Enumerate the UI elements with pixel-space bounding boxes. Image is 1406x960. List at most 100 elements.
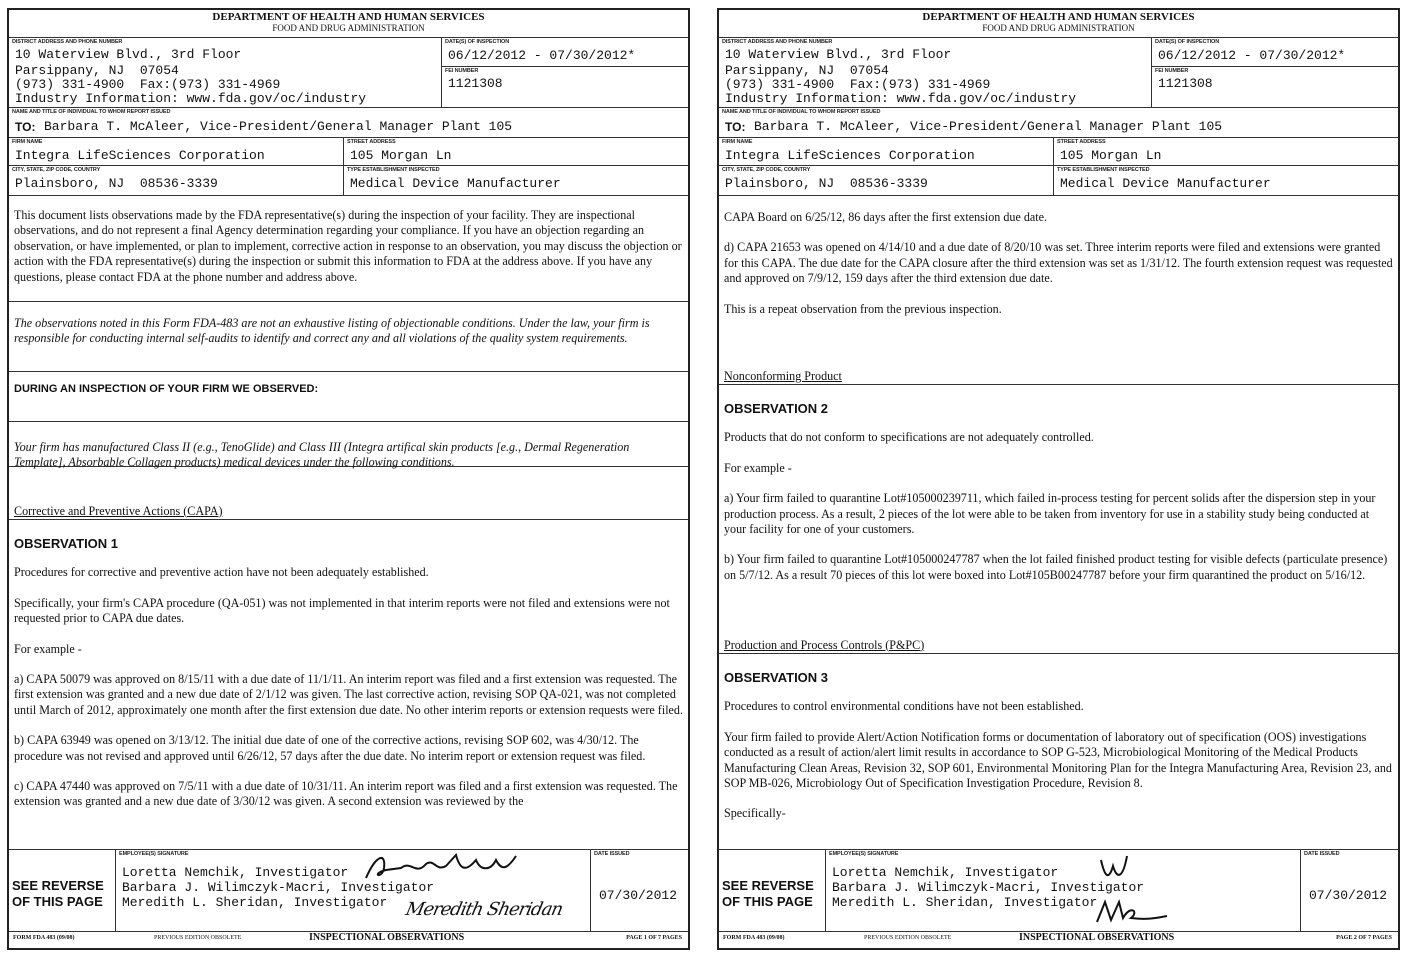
dates-cell: DATE(S) OF INSPECTION 06/12/2012 - 07/30/… [1152, 38, 1398, 67]
district-line: (973) 331-4900 Fax:(973) 331-4969 [15, 77, 281, 92]
handwritten-signatures [365, 852, 517, 879]
district-line: Parsippany, NJ 07054 [15, 63, 179, 78]
content-section: DURING AN INSPECTION OF YOUR FIRM WE OBS… [9, 372, 688, 422]
observed-heading: DURING AN INSPECTION OF YOUR FIRM WE OBS… [14, 383, 319, 395]
paragraph: Specifically, your firm's CAPA procedure… [14, 595, 670, 626]
district-line: 10 Waterview Blvd., 3rd Floor [15, 47, 242, 62]
investigator-name: Barbara J. Wilimczyk-Macri, Investigator [122, 880, 435, 895]
obsolete-note: PREVIOUS EDITION OBSOLETE [154, 935, 242, 941]
type-value: Medical Device Manufacturer [1060, 176, 1271, 191]
date-issued: 07/30/2012 [599, 888, 678, 903]
district-line: Industry Information: www.fda.gov/oc/ind… [15, 91, 367, 106]
obsolete-note: PREVIOUS EDITION OBSOLETE [864, 935, 952, 941]
italic-paragraph: Your firm has manufactured Class II (e.g… [14, 440, 630, 470]
paragraph: Products that do not conform to specific… [724, 430, 1094, 445]
signature-row: SEE REVERSE OF THIS PAGE EMPLOYEE(S) SIGN… [719, 850, 1398, 932]
firm-cell: FIRM NAME Integra LifeSciences Corporatio… [719, 138, 1054, 165]
content-section: Your firm has manufactured Class II (e.g… [9, 422, 688, 469]
signature-row: SEE REVERSE OF THIS PAGE EMPLOYEE(S) SIGN… [9, 850, 688, 932]
paragraph: Your firm failed to provide Alert/Action… [724, 729, 1392, 791]
fei-number: 1121308 [448, 76, 503, 91]
city-value: Plainsboro, NJ 08536-3339 [725, 176, 928, 191]
observation-title: OBSERVATION 3 [724, 670, 829, 685]
signature-meredith-sheridan: Meredith Sheridan [403, 899, 565, 920]
recipient-row: NAME AND TITLE OF INDIVIDUAL TO WHOM REP… [719, 108, 1398, 138]
agency-title: FOOD AND DRUG ADMINISTRATION [982, 23, 1135, 33]
form-page-1: DEPARTMENT OF HEALTH AND HUMAN SERVICES F… [7, 8, 690, 950]
dates-label: DATE(S) OF INSPECTION [1155, 39, 1220, 45]
firm-cell: FIRM NAME Integra LifeSciences Corporatio… [9, 138, 344, 165]
recipient-name: Barbara T. McAleer, Vice-President/Gener… [44, 119, 513, 134]
district-label: DISTRICT ADDRESS AND PHONE NUMBER [722, 39, 833, 45]
date-issued-cell: DATE ISSUED 07/30/2012 [591, 850, 688, 931]
date-issued-label: DATE ISSUED [594, 851, 630, 857]
footer-title: INSPECTIONAL OBSERVATIONS [1019, 932, 1175, 943]
see-reverse-note: SEE REVERSE OF THIS PAGE [12, 878, 104, 909]
page-number: PAGE 2 OF 7 PAGES [1336, 935, 1392, 941]
inspection-dates: 06/12/2012 - 07/30/2012* [448, 48, 636, 63]
paragraph: b) Your firm failed to quarantine Lot#10… [724, 552, 1388, 582]
firm-row: FIRM NAME Integra LifeSciences Corporatio… [9, 138, 688, 166]
handwritten-signatures [1096, 855, 1168, 923]
street-label: STREET ADDRESS [1057, 139, 1106, 145]
recipient-name: Barbara T. McAleer, Vice-President/Gener… [754, 119, 1223, 134]
type-value: Medical Device Manufacturer [350, 176, 561, 191]
dates-cell: DATE(S) OF INSPECTION 06/12/2012 - 07/30/… [442, 38, 688, 67]
city-row: CITY, STATE, ZIP CODE, COUNTRY Plainsboro… [719, 166, 1398, 196]
section-heading: Production and Process Controls (P&PC) [724, 637, 925, 652]
content-section: OBSERVATION 1 Procedures for corrective a… [9, 520, 688, 850]
observation-title: OBSERVATION 1 [14, 536, 119, 551]
firm-label: FIRM NAME [12, 139, 43, 145]
district-row: DISTRICT ADDRESS AND PHONE NUMBER 10 Wate… [9, 38, 688, 108]
investigator-name: Barbara J. Wilimczyk-Macri, Investigator [832, 880, 1145, 895]
district-cell: DISTRICT ADDRESS AND PHONE NUMBER 10 Wate… [719, 38, 1152, 107]
city-value: Plainsboro, NJ 08536-3339 [15, 176, 218, 191]
type-label: TYPE ESTABLISHMENT INSPECTED [1057, 167, 1150, 173]
footer-title: INSPECTIONAL OBSERVATIONS [309, 932, 465, 943]
street-value: 105 Morgan Ln [350, 148, 452, 163]
paragraph: a) Your firm failed to quarantine Lot#10… [724, 491, 1376, 537]
section-heading: Nonconforming Product [724, 368, 842, 383]
signature-1 [1100, 855, 1128, 876]
street-label: STREET ADDRESS [347, 139, 396, 145]
paragraph: d) CAPA 21653 was opened on 4/14/10 and … [724, 240, 1393, 286]
section-heading: Corrective and Preventive Actions (CAPA) [14, 503, 223, 518]
type-label: TYPE ESTABLISHMENT INSPECTED [347, 167, 440, 173]
paragraph: CAPA Board on 6/25/12, 86 days after the… [724, 210, 1048, 224]
district-cell: DISTRICT ADDRESS AND PHONE NUMBER 10 Wate… [9, 38, 442, 107]
district-line: (973) 331-4900 Fax:(973) 331-4969 [725, 77, 991, 92]
city-label: CITY, STATE, ZIP CODE, COUNTRY [722, 167, 811, 173]
paragraph: b) CAPA 63949 was opened on 3/13/12. The… [14, 733, 646, 763]
firm-value: Integra LifeSciences Corporation [15, 148, 265, 163]
recipient-prefix: TO: [725, 120, 746, 134]
content-section: CAPA Board on 6/25/12, 86 days after the… [719, 196, 1398, 385]
agency-title: FOOD AND DRUG ADMINISTRATION [272, 23, 425, 33]
content-section: OBSERVATION 3 Procedures to control envir… [719, 654, 1398, 850]
recipient-prefix: TO: [15, 120, 36, 134]
paragraph: Procedures for corrective and preventive… [14, 565, 429, 580]
paragraph: For example - [724, 460, 792, 475]
dates-label: DATE(S) OF INSPECTION [445, 39, 510, 45]
street-value: 105 Morgan Ln [1060, 148, 1162, 163]
page-number: PAGE 1 OF 7 PAGES [626, 935, 682, 941]
content-section: This document lists observations made by… [9, 196, 688, 302]
type-cell: TYPE ESTABLISHMENT INSPECTED Medical Devi… [1054, 166, 1398, 195]
paragraph: For example - [14, 641, 82, 656]
department-title: DEPARTMENT OF HEALTH AND HUMAN SERVICES [212, 11, 485, 23]
employees-label: EMPLOYEE(S) SIGNATURE [829, 851, 899, 857]
recipient-label: NAME AND TITLE OF INDIVIDUAL TO WHOM REP… [722, 109, 881, 115]
investigator-name: Loretta Nemchik, Investigator [832, 865, 1059, 880]
italic-paragraph: The observations noted in this Form FDA-… [14, 316, 650, 346]
district-row: DISTRICT ADDRESS AND PHONE NUMBER 10 Wate… [719, 38, 1398, 108]
paragraph: a) CAPA 50079 was approved on 8/15/11 wi… [14, 672, 683, 717]
form-number: FORM FDA 483 (09/08) [723, 935, 785, 941]
see-reverse-cell: SEE REVERSE OF THIS PAGE [9, 850, 116, 931]
paragraph: Procedures to control environmental cond… [724, 699, 1084, 714]
paragraph: This document lists observations made by… [14, 208, 682, 284]
form-header: DEPARTMENT OF HEALTH AND HUMAN SERVICES F… [9, 10, 688, 38]
investigator-name: Meredith L. Sheridan, Investigator [832, 895, 1098, 910]
fei-number: 1121308 [1158, 76, 1213, 91]
city-cell: CITY, STATE, ZIP CODE, COUNTRY Plainsboro… [9, 166, 344, 195]
fei-cell: FEI NUMBER 1121308 [1152, 67, 1398, 107]
fei-cell: FEI NUMBER 1121308 [442, 67, 688, 107]
